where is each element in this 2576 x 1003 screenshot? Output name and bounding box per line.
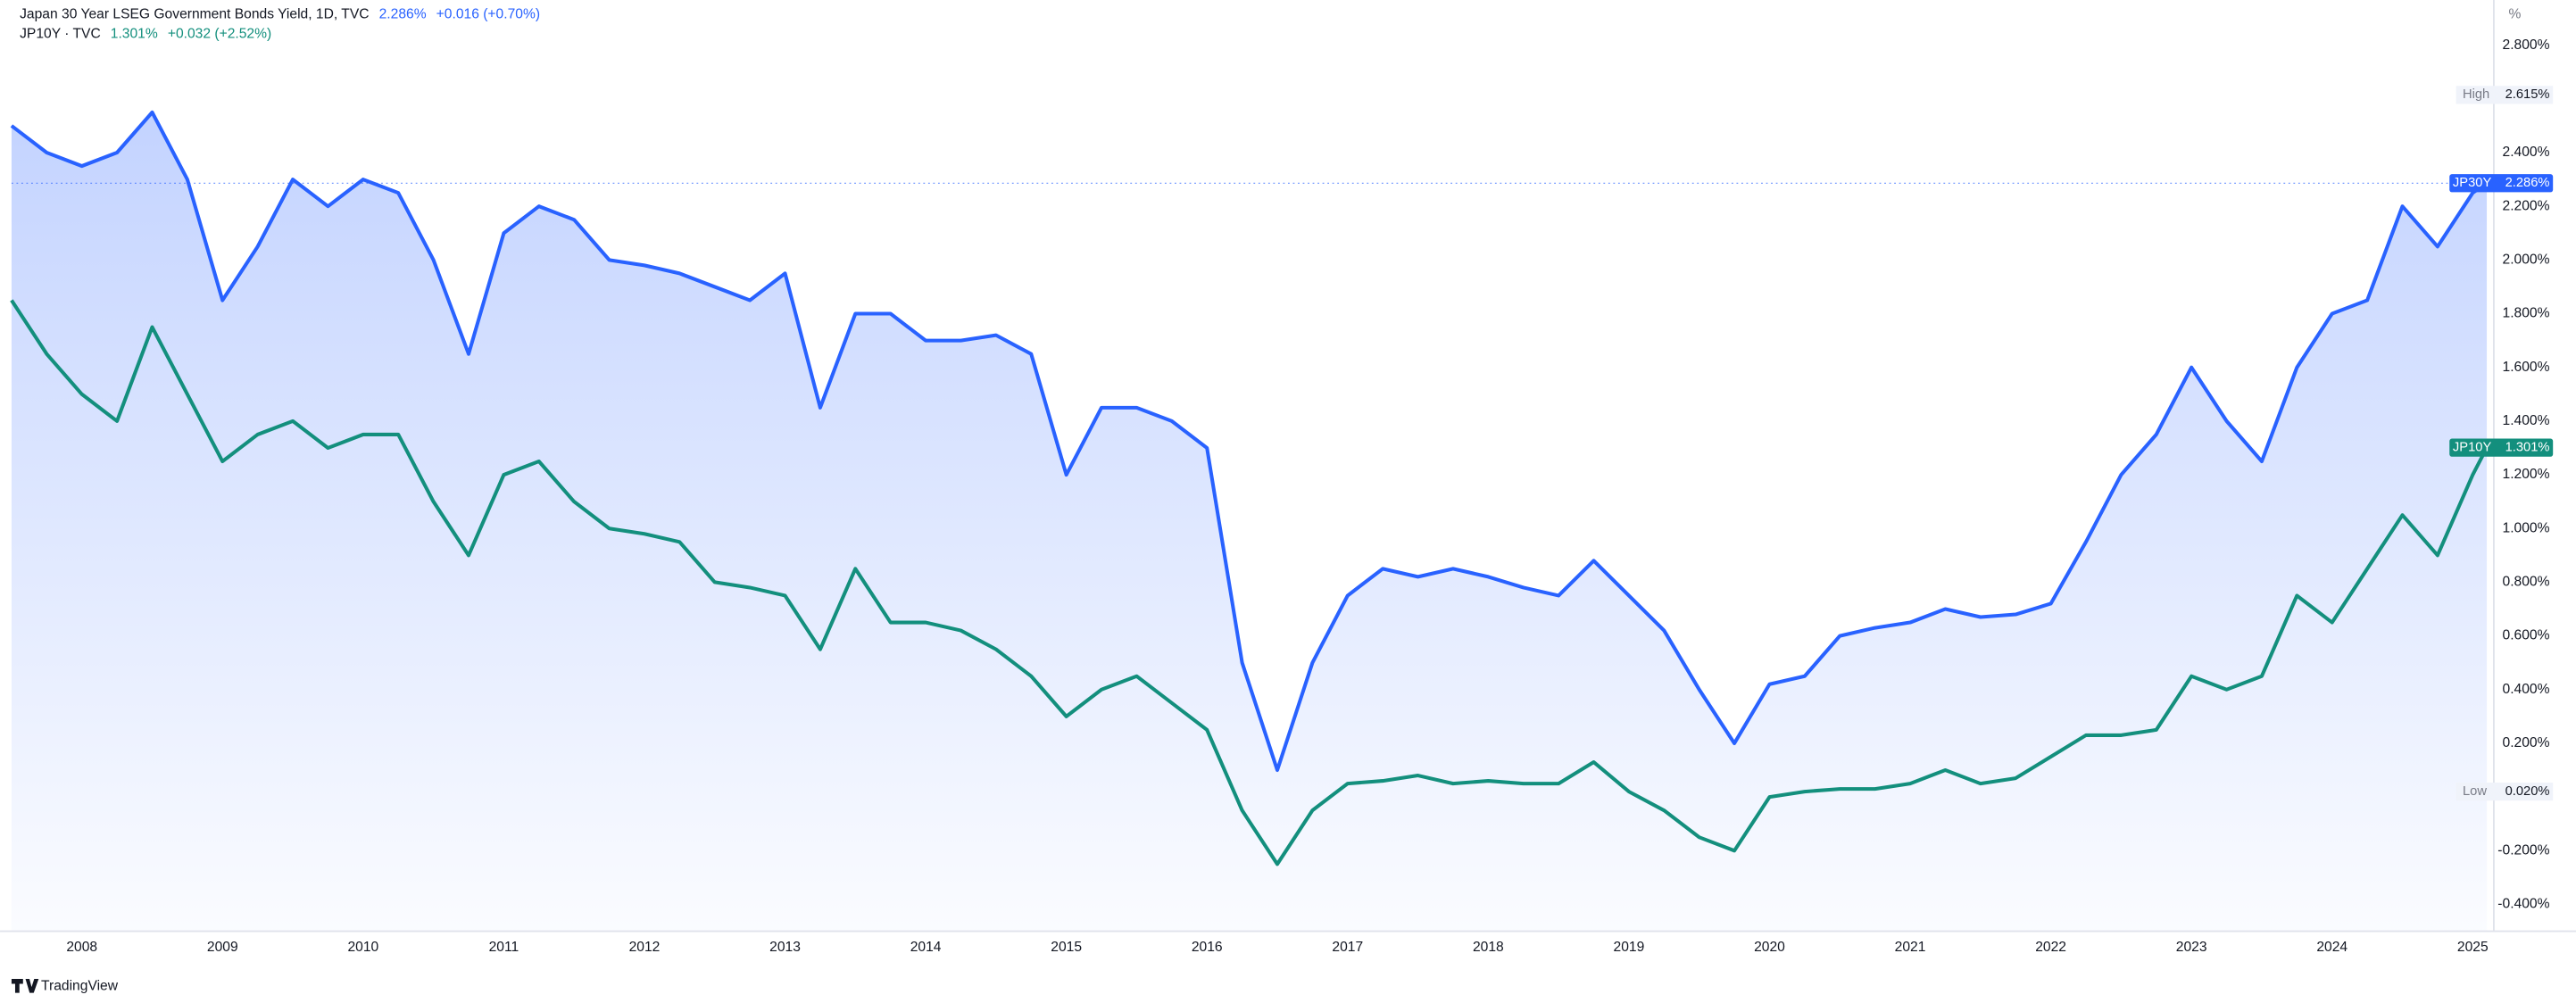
legend: Japan 30 Year LSEG Government Bonds Yiel… — [20, 7, 540, 42]
series-line — [10, 110, 2489, 773]
legend-title: Japan 30 Year LSEG Government Bonds Yiel… — [20, 7, 369, 22]
y-tick-label: 1.400% — [2503, 413, 2550, 428]
x-tick-label: 2011 — [489, 940, 519, 955]
badge-name: JP10Y — [2453, 441, 2492, 455]
x-tick-label: 2010 — [347, 940, 378, 955]
high-name: High — [2463, 87, 2489, 102]
x-tick-label: 2014 — [910, 940, 942, 955]
legend-label: Japan 30 Year LSEG Government Bonds Yiel… — [20, 7, 540, 22]
badge-value: 2.286% — [2505, 176, 2550, 190]
low-value: 0.020% — [2505, 784, 2550, 799]
y-tick-label: 0.800% — [2503, 575, 2550, 590]
x-tick-label: 2008 — [66, 940, 97, 955]
plot-area — [10, 110, 2494, 932]
high-value: 2.615% — [2505, 87, 2550, 102]
x-tick-label: 2019 — [1614, 940, 1645, 955]
y-tick-label: 2.800% — [2503, 37, 2550, 53]
unit-label: % — [2508, 7, 2521, 22]
y-tick-label: 2.200% — [2503, 198, 2550, 213]
legend-label: JP10Y · TVC 1.301% +0.032 (+2.52%) — [20, 27, 271, 42]
badge-name: JP30Y — [2453, 176, 2492, 190]
y-tick-label: 0.200% — [2503, 735, 2550, 750]
axes: 2.800% 2.400% 2.200% 2.000% 1.800% 1.600% 1.40… — [66, 37, 2554, 955]
x-tick-label: 2020 — [1754, 940, 1785, 955]
badge-value: 1.301% — [2505, 441, 2550, 455]
y-tick-label: 1.200% — [2503, 467, 2550, 482]
x-tick-label: 2024 — [2316, 940, 2347, 955]
price-badge — [2449, 174, 2554, 193]
y-tick-label: 1.600% — [2503, 360, 2550, 375]
x-tick-label: 2017 — [1332, 940, 1363, 955]
y-tick-label: 2.400% — [2503, 145, 2550, 160]
x-tick-label: 2025 — [2457, 940, 2489, 955]
y-tick-label: -0.200% — [2497, 842, 2549, 858]
legend-change: +0.032 (+2.52%) — [168, 27, 271, 42]
x-tick-label: 2012 — [629, 940, 661, 955]
y-tick-label: 2.000% — [2503, 252, 2550, 267]
area-fill — [11, 112, 2488, 932]
price-badge — [2449, 438, 2554, 457]
low-name: Low — [2463, 784, 2487, 799]
y-tick-label: 1.800% — [2503, 306, 2550, 321]
logo — [11, 978, 39, 993]
series-line — [10, 299, 2489, 866]
y-tick-label: -0.400% — [2497, 897, 2549, 912]
y-tick-label: 1.000% — [2503, 520, 2550, 535]
x-tick-label: 2015 — [1051, 940, 1082, 955]
legend-value: 1.301% — [111, 27, 158, 42]
x-tick-label: 2021 — [1895, 940, 1926, 955]
low-badge — [2456, 782, 2554, 801]
x-tick-label: 2009 — [207, 940, 238, 955]
high-badge — [2456, 86, 2554, 104]
legend-value: 2.286% — [379, 7, 427, 22]
x-tick-label: 2022 — [2035, 940, 2066, 955]
x-tick-label: 2023 — [2176, 940, 2207, 955]
legend-change: +0.016 (+0.70%) — [436, 7, 540, 22]
branding: TradingView — [11, 978, 119, 993]
y-tick-label: 0.600% — [2503, 628, 2550, 643]
legend-title: JP10Y · TVC — [20, 27, 101, 42]
brand-name: TradingView — [41, 978, 119, 993]
x-tick-label: 2018 — [1473, 940, 1504, 955]
y-tick-label: 0.400% — [2503, 682, 2550, 697]
x-tick-label: 2016 — [1192, 940, 1223, 955]
x-tick-label: 2013 — [769, 940, 801, 955]
